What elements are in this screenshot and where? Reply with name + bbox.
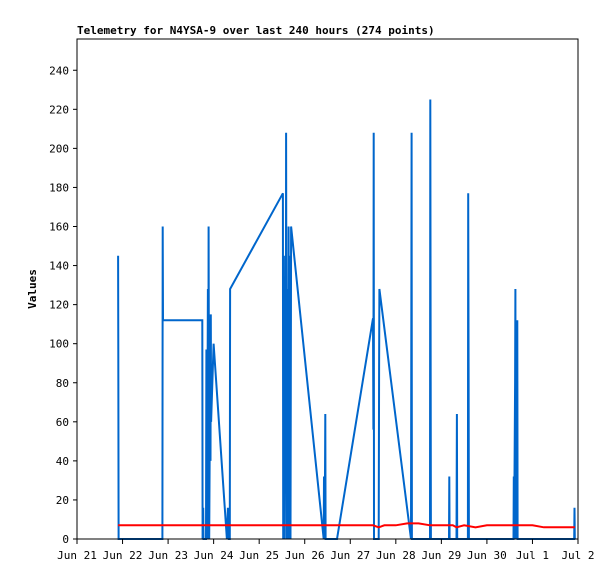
y-tick-label: 0 — [62, 533, 69, 546]
x-tick-label: Jun 27 — [330, 549, 370, 562]
y-tick-label: 180 — [49, 181, 69, 194]
x-tick-label: Jul 2 — [561, 549, 594, 562]
y-tick-label: 120 — [49, 299, 69, 312]
x-tick-label: Jun 23 — [148, 549, 188, 562]
y-tick-label: 200 — [49, 142, 69, 155]
y-tick-label: 220 — [49, 103, 69, 116]
y-tick-label: 240 — [49, 64, 69, 77]
y-axis-label: Values — [26, 269, 39, 309]
x-tick-label: Jun 24 — [194, 549, 234, 562]
y-axis: 0 20 40 60 80 100 120 140 160 180 200 220 240 — [49, 64, 77, 546]
x-tick-label: Jun 26 — [285, 549, 325, 562]
y-tick-label: 20 — [56, 494, 69, 507]
x-tick-label: Jun 22 — [103, 549, 143, 562]
x-tick-label: Jun 21 — [57, 549, 97, 562]
x-tick-label: Jun 28 — [376, 549, 416, 562]
x-tick-label: Jun 25 — [239, 549, 279, 562]
series-line-1 — [118, 522, 575, 529]
plot-area — [117, 99, 576, 540]
plot-frame — [76, 38, 579, 540]
x-tick-label: Jul 1 — [516, 549, 549, 562]
series-line-0 — [117, 99, 576, 540]
y-tick-label: 80 — [56, 377, 69, 390]
y-tick-label: 40 — [56, 455, 69, 468]
x-axis: Jun 21 Jun 22 Jun 23 Jun 24 Jun 25 Jun 26 Jun … — [57, 539, 595, 562]
y-tick-label: 60 — [56, 416, 69, 429]
chart-title: Telemetry for N4YSA-9 over last 240 hour… — [77, 24, 435, 37]
x-tick-label: Jun 30 — [467, 549, 507, 562]
y-tick-label: 100 — [49, 338, 69, 351]
y-tick-label: 140 — [49, 260, 69, 273]
y-tick-label: 160 — [49, 221, 69, 234]
x-tick-label: Jun 29 — [421, 549, 461, 562]
